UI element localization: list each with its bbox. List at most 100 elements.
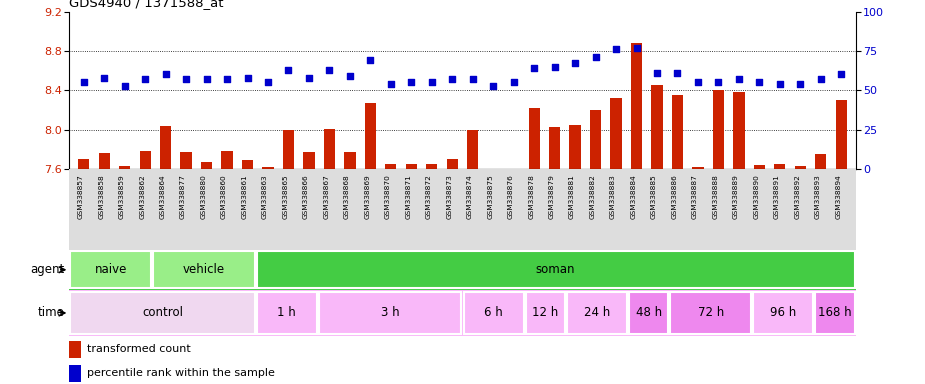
Bar xyxy=(753,292,813,334)
Bar xyxy=(99,153,110,169)
Text: GSM338858: GSM338858 xyxy=(98,175,105,219)
Point xyxy=(609,46,623,52)
Text: GSM338883: GSM338883 xyxy=(610,175,616,219)
Point xyxy=(261,79,276,86)
Text: GSM338868: GSM338868 xyxy=(344,175,350,219)
Bar xyxy=(221,151,233,169)
Point xyxy=(568,60,583,66)
Bar xyxy=(180,152,191,169)
Bar xyxy=(610,98,622,169)
Point xyxy=(752,79,767,86)
Text: naive: naive xyxy=(94,263,127,276)
Text: GSM338885: GSM338885 xyxy=(651,175,657,219)
Text: GSM338859: GSM338859 xyxy=(118,175,125,219)
Text: GSM338864: GSM338864 xyxy=(160,175,166,219)
Bar xyxy=(525,292,565,334)
Text: vehicle: vehicle xyxy=(183,263,225,276)
Text: GSM338874: GSM338874 xyxy=(467,175,473,219)
Text: GSM338894: GSM338894 xyxy=(835,175,842,219)
Text: control: control xyxy=(142,306,183,319)
Point xyxy=(772,81,787,87)
Point xyxy=(793,81,808,87)
Bar xyxy=(364,103,376,169)
Point xyxy=(158,71,173,78)
Bar xyxy=(734,92,745,169)
Point xyxy=(548,63,562,70)
Bar xyxy=(549,127,561,169)
Bar xyxy=(256,251,855,288)
Bar xyxy=(385,164,397,169)
Text: GSM338877: GSM338877 xyxy=(180,175,186,220)
Bar xyxy=(447,159,458,169)
Text: GSM338873: GSM338873 xyxy=(446,175,452,219)
Bar xyxy=(815,154,826,169)
Point xyxy=(465,76,480,82)
Text: GSM338887: GSM338887 xyxy=(692,175,698,220)
Bar xyxy=(671,292,751,334)
Point xyxy=(813,76,828,82)
Point xyxy=(342,73,357,79)
Text: GSM338880: GSM338880 xyxy=(201,175,206,220)
Text: GSM338862: GSM338862 xyxy=(139,175,145,219)
Point xyxy=(302,74,316,81)
Text: 24 h: 24 h xyxy=(584,306,610,319)
Text: GSM338889: GSM338889 xyxy=(733,175,739,220)
Point xyxy=(76,79,91,86)
Bar xyxy=(835,100,847,169)
Bar xyxy=(590,110,601,169)
Bar xyxy=(119,166,130,169)
Bar xyxy=(426,164,438,169)
Bar xyxy=(754,165,765,169)
Point xyxy=(670,70,684,76)
Bar xyxy=(283,130,294,169)
Bar xyxy=(303,152,315,169)
Text: 1 h: 1 h xyxy=(278,306,296,319)
Text: 96 h: 96 h xyxy=(771,306,796,319)
Bar xyxy=(795,166,806,169)
Text: soman: soman xyxy=(536,263,575,276)
Point xyxy=(384,81,399,87)
Point xyxy=(732,76,746,82)
Text: GSM338863: GSM338863 xyxy=(262,175,268,219)
Text: GSM338892: GSM338892 xyxy=(795,175,800,220)
Text: 168 h: 168 h xyxy=(818,306,852,319)
Point xyxy=(425,79,439,86)
Point xyxy=(281,67,296,73)
Bar xyxy=(567,292,627,334)
Text: GSM338888: GSM338888 xyxy=(712,175,719,220)
Bar xyxy=(69,365,81,382)
Text: GSM338875: GSM338875 xyxy=(487,175,493,219)
Bar xyxy=(78,159,90,169)
Point xyxy=(649,70,664,76)
Text: 3 h: 3 h xyxy=(381,306,400,319)
Text: 6 h: 6 h xyxy=(484,306,503,319)
Text: GSM338886: GSM338886 xyxy=(672,175,677,219)
Point xyxy=(834,71,849,78)
Bar xyxy=(528,108,540,169)
Bar xyxy=(344,152,355,169)
Point xyxy=(404,79,419,86)
Text: GSM338876: GSM338876 xyxy=(508,175,513,219)
Bar xyxy=(774,164,785,169)
Bar xyxy=(815,292,855,334)
Text: GSM338893: GSM338893 xyxy=(815,175,820,219)
Point xyxy=(711,79,726,86)
Bar xyxy=(324,129,335,169)
Point xyxy=(322,67,337,73)
Bar xyxy=(160,126,171,169)
Text: GDS4940 / 1371588_at: GDS4940 / 1371588_at xyxy=(69,0,224,9)
Text: GSM338871: GSM338871 xyxy=(405,175,412,220)
Bar xyxy=(463,292,524,334)
Text: GSM338890: GSM338890 xyxy=(753,175,759,220)
Bar xyxy=(651,85,662,169)
Point xyxy=(445,76,460,82)
Text: GSM338865: GSM338865 xyxy=(282,175,289,219)
Bar xyxy=(406,164,417,169)
Point xyxy=(629,45,644,51)
Bar xyxy=(70,251,151,288)
Point xyxy=(588,54,603,60)
Bar xyxy=(201,162,212,169)
Text: GSM338866: GSM338866 xyxy=(302,175,309,219)
Point xyxy=(526,65,541,71)
Text: percentile rank within the sample: percentile rank within the sample xyxy=(87,368,275,378)
